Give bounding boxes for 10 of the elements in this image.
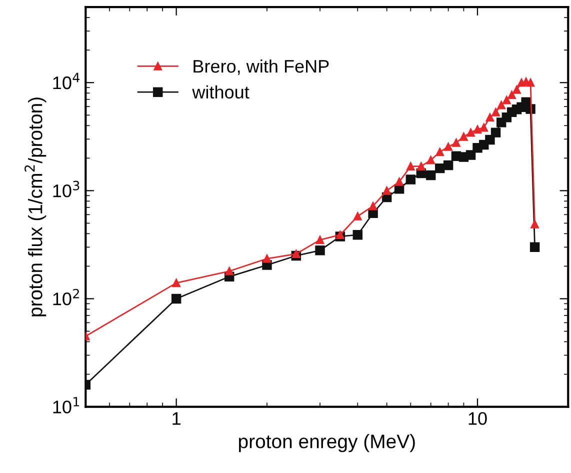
legend-label: without	[192, 85, 250, 99]
x-tick-label: 10	[468, 412, 487, 425]
y-tick-label: 10$^{3}$	[53, 180, 80, 198]
y-tick-label: 10$^{1}$	[53, 397, 80, 414]
y-axis-title: proton flux (1/cm$^{2}$/proton)	[24, 98, 46, 316]
y-tick-label: 10$^{4}$	[53, 72, 80, 90]
legend-label: Brero, with FeNP	[194, 59, 329, 75]
y-tick-label: 10$^{2}$	[53, 288, 79, 306]
x-axis-title: proton enregy (MeV)	[239, 434, 415, 452]
x-tick-label: 1	[172, 412, 180, 425]
